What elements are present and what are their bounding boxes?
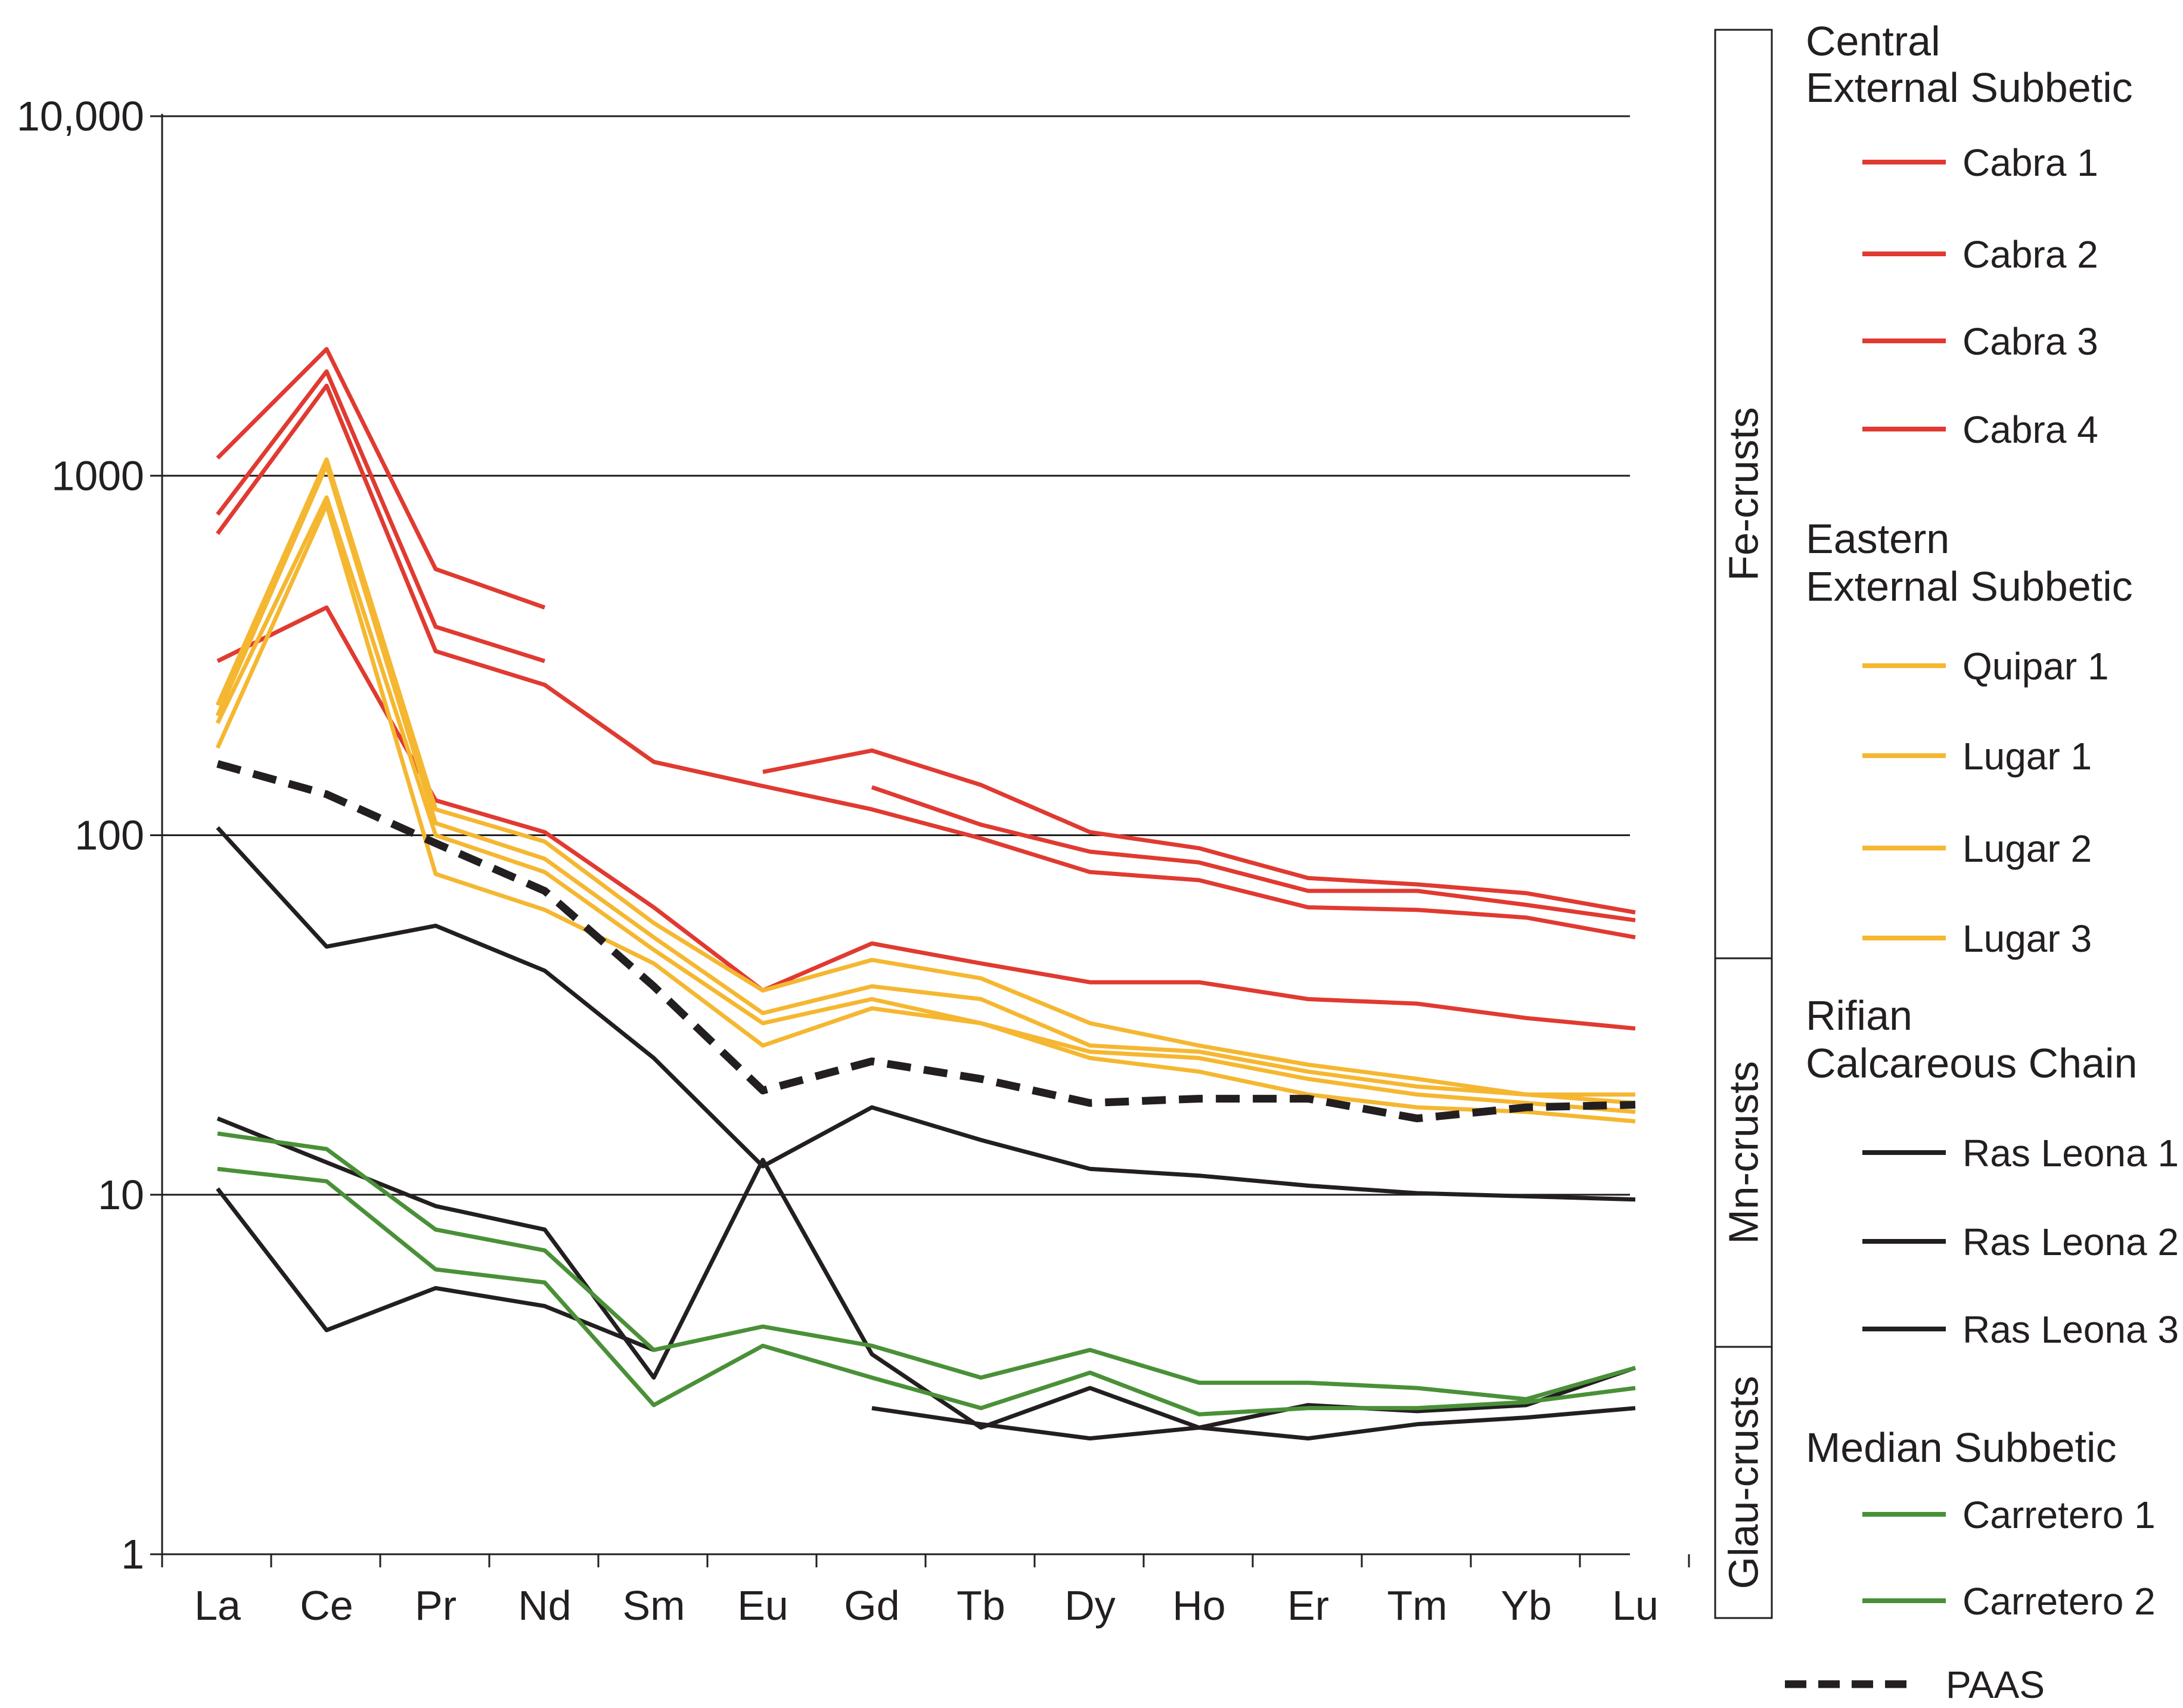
series-carretero-1 xyxy=(217,1131,1636,1402)
x-tick-label: Lu xyxy=(1612,1582,1659,1629)
legend-item-label: Cabra 4 xyxy=(1962,408,2098,451)
legend-item-label: Cabra 2 xyxy=(1962,233,2098,276)
legend-item-label: Lugar 2 xyxy=(1962,827,2092,870)
series-line xyxy=(216,605,1636,1031)
legend-group-title: Median Subbetic xyxy=(1806,1424,2116,1471)
series-line xyxy=(216,347,546,610)
legend-item-label: Carretero 1 xyxy=(1962,1493,2156,1536)
series-line xyxy=(215,457,1635,1097)
series-ras-leona-2 xyxy=(216,1116,1637,1430)
legend-item-label: Ras Leona 2 xyxy=(1962,1221,2179,1263)
grid-lines xyxy=(162,115,1630,1196)
series-lugar-1 xyxy=(215,463,1636,1105)
crust-bracket: Fe-crusts Mn-crusts Glau-crusts xyxy=(1714,29,1773,1619)
y-tick-label: 10 xyxy=(98,1172,144,1218)
x-tick-label: Yb xyxy=(1501,1582,1552,1629)
x-tick-label: Sm xyxy=(623,1582,685,1629)
series-line xyxy=(871,1406,1636,1441)
legend-group-title: Central xyxy=(1806,18,1940,64)
legend-item-label: Lugar 3 xyxy=(1962,917,2092,960)
series-line xyxy=(215,502,1636,1124)
x-tick-label: Er xyxy=(1287,1582,1329,1629)
series-line xyxy=(215,495,1636,1114)
series-cabra-4 xyxy=(216,605,1636,1031)
series-ras-leona-1 xyxy=(216,826,1636,1202)
series-paas xyxy=(216,760,1636,1123)
x-tick-label: Dy xyxy=(1064,1582,1116,1629)
legend-item-label: Ras Leona 3 xyxy=(1962,1308,2179,1351)
series-carretero-2 xyxy=(217,1166,1636,1417)
legend-group-4: Median Subbetic Carretero 1 Carretero 2 xyxy=(1806,1424,2156,1623)
legend-paas: PAAS xyxy=(1785,1663,2045,1706)
x-tick-label: Ce xyxy=(300,1582,353,1629)
legend-group-title: Eastern xyxy=(1806,515,1949,562)
bracket-label: Mn-crusts xyxy=(1721,1061,1767,1244)
series-line xyxy=(216,760,1636,1123)
x-tick-label: Tm xyxy=(1387,1582,1447,1629)
legend-item-label: Ras Leona 1 xyxy=(1962,1132,2179,1175)
bracket-box xyxy=(1714,1346,1773,1619)
y-tick-label: 1 xyxy=(121,1531,144,1577)
series-line xyxy=(871,785,1636,923)
series-line xyxy=(216,826,1636,1202)
x-tick-label: Pr xyxy=(415,1582,457,1629)
y-tick-label: 1000 xyxy=(51,452,144,499)
legend-item-label: Carretero 2 xyxy=(1962,1580,2156,1623)
legend-item-label: PAAS xyxy=(1946,1663,2045,1706)
series-line xyxy=(216,369,546,663)
series-line xyxy=(217,1166,1636,1417)
x-tick-label: La xyxy=(194,1582,241,1629)
bracket-label: Fe-crusts xyxy=(1721,407,1767,581)
series-cabra-2 xyxy=(216,369,1636,923)
x-tick-label: Gd xyxy=(844,1582,899,1629)
series-line xyxy=(215,463,1636,1105)
series-quipar-1 xyxy=(215,457,1635,1097)
x-tick-label: Nd xyxy=(518,1582,571,1629)
x-tick-label: Ho xyxy=(1172,1582,1225,1629)
legend-group-title: Calcareous Chain xyxy=(1806,1040,2137,1086)
y-tick-label: 10,000 xyxy=(17,93,144,139)
axes: 1 10 100 1000 10,000 La Ce Pr Nd Sm Eu Gd Tb Dy Ho Er Tm… xyxy=(17,93,1690,1629)
legend-item-label: Cabra 1 xyxy=(1962,141,2098,184)
x-tick-label: Eu xyxy=(737,1582,788,1629)
series-cabra-3 xyxy=(216,383,1636,940)
legend-group-title: External Subbetic xyxy=(1806,64,2133,111)
legend-group-title: External Subbetic xyxy=(1806,563,2133,610)
legend-item-label: Cabra 3 xyxy=(1962,320,2098,363)
legend-item-label: Quipar 1 xyxy=(1962,645,2109,688)
series-lines xyxy=(215,347,1637,1441)
series-line xyxy=(216,1116,1637,1430)
series-lugar-2 xyxy=(215,495,1636,1114)
y-tick-label: 100 xyxy=(74,812,144,859)
series-line xyxy=(216,383,1636,940)
series-lugar-3 xyxy=(215,502,1636,1124)
series-cabra-1 xyxy=(216,347,1636,915)
series-line xyxy=(762,748,1636,915)
series-line xyxy=(217,1131,1636,1402)
legend-group-title: Rifian xyxy=(1806,992,1912,1039)
x-tick-label: Tb xyxy=(957,1582,1005,1629)
legend-item-label: Lugar 1 xyxy=(1962,735,2092,778)
bracket-label: Glau-crusts xyxy=(1721,1376,1767,1589)
